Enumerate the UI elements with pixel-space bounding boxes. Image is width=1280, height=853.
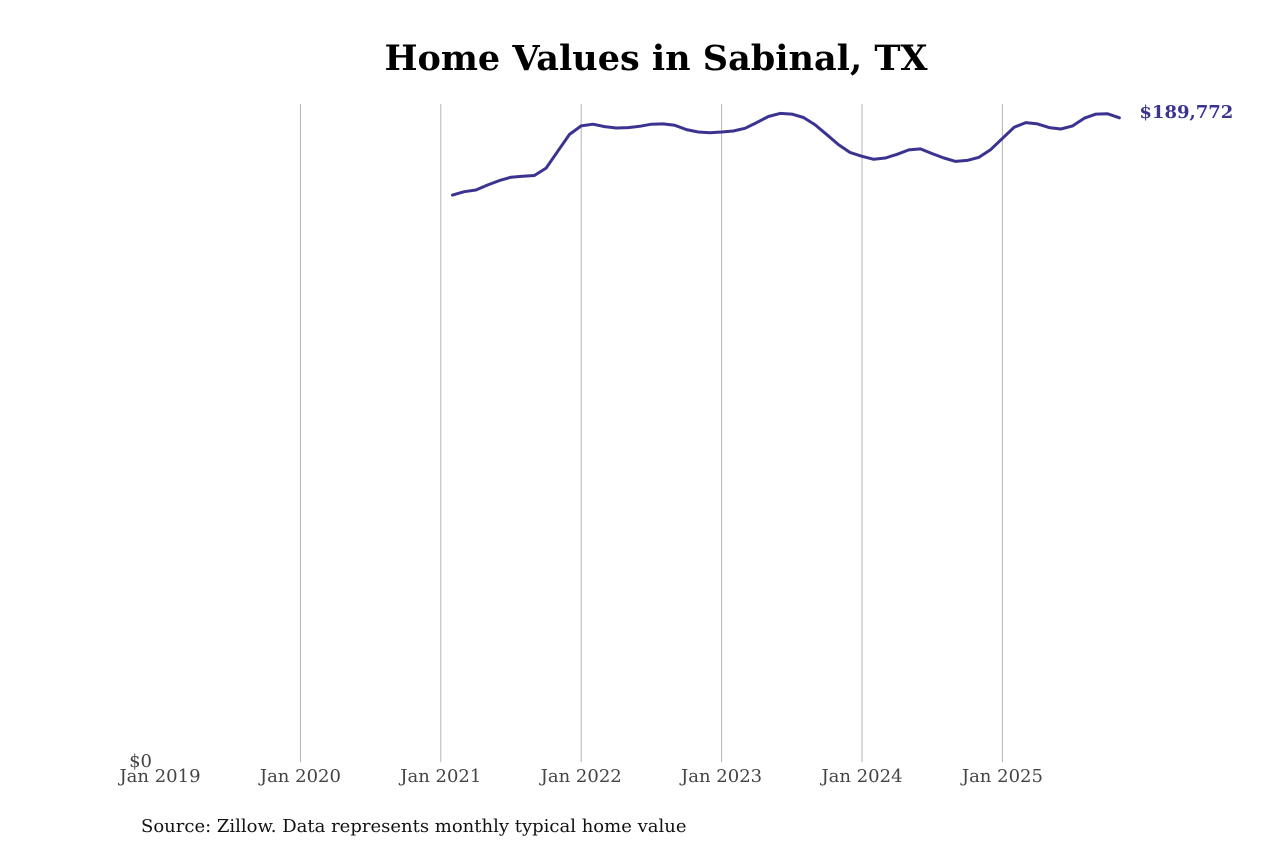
grid-lines bbox=[299, 104, 1003, 762]
x-tick-label: Jan 2020 bbox=[258, 766, 341, 787]
series-line-0 bbox=[451, 111, 1121, 197]
end-value-label: $189,772 bbox=[1139, 102, 1233, 123]
y-tick-label: $0 bbox=[129, 751, 152, 772]
x-tick-label: Jan 2025 bbox=[960, 766, 1043, 787]
axis-tick-labels: Jan 2019 Jan 2020 Jan 2021 Jan 2022 Jan 2023… bbox=[117, 751, 1042, 787]
series-layer: $189,772 bbox=[451, 102, 1233, 197]
x-tick-label: Jan 2022 bbox=[539, 766, 622, 787]
x-tick-label: Jan 2024 bbox=[819, 766, 902, 787]
x-tick-label: Jan 2023 bbox=[679, 766, 762, 787]
x-tick-label: Jan 2019 bbox=[117, 766, 200, 787]
x-tick-label: Jan 2021 bbox=[398, 766, 481, 787]
source-note: Source: Zillow. Data represents monthly … bbox=[141, 816, 687, 837]
chart-title: Home Values in Sabinal, TX bbox=[384, 38, 928, 79]
